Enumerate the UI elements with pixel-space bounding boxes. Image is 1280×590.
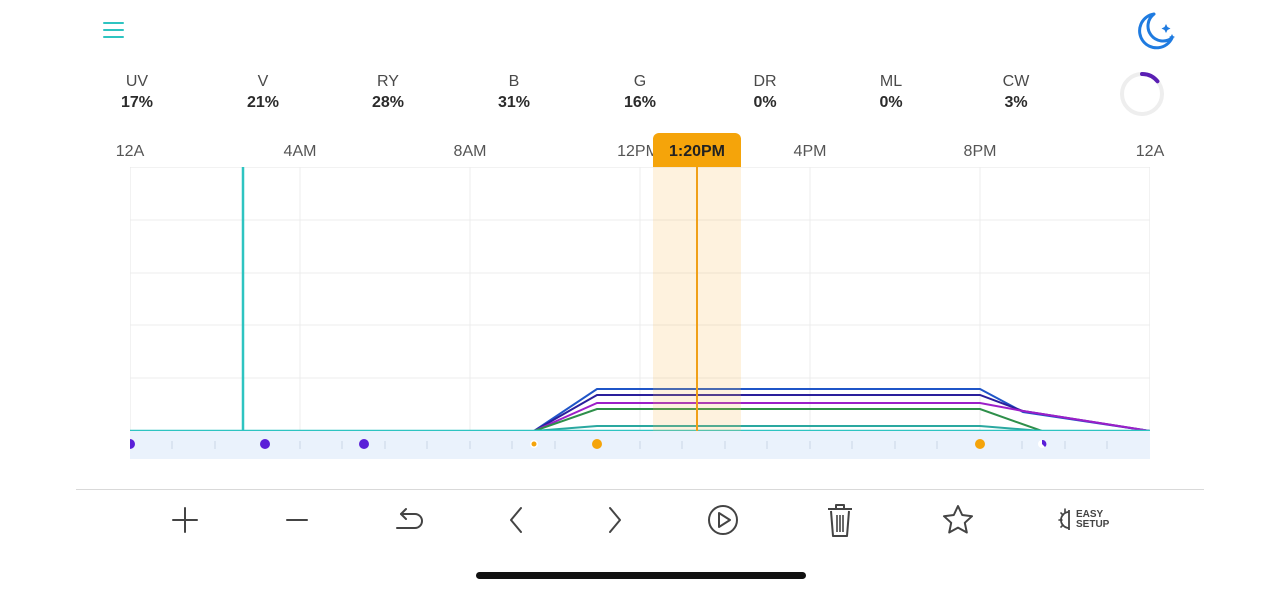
menu-button[interactable] xyxy=(100,18,128,42)
plus-icon xyxy=(172,507,198,533)
channel-ry: RY 28% xyxy=(328,72,448,114)
channel-ml: ML 0% xyxy=(831,72,951,114)
previous-button[interactable] xyxy=(494,500,538,540)
channel-value: 31% xyxy=(497,94,531,111)
schedule-point xyxy=(592,439,602,449)
channel-value: 17% xyxy=(120,94,154,111)
channel-value: 0% xyxy=(753,94,777,111)
easy-setup-button[interactable]: EASY SETUP xyxy=(1056,500,1120,540)
channel-b: B 31% xyxy=(454,72,574,114)
trash-icon xyxy=(828,504,852,537)
channel-label: ML xyxy=(879,73,903,90)
channel-curve-uv xyxy=(130,408,1150,431)
time-tick-label: 4PM xyxy=(793,143,827,160)
moon-stars-icon xyxy=(1138,12,1175,50)
channel-label: CW xyxy=(1002,73,1030,90)
channel-value: 21% xyxy=(246,94,280,111)
channel-g: G 16% xyxy=(580,72,700,114)
channel-value: 3% xyxy=(1004,94,1028,111)
time-tick-label: 8AM xyxy=(453,143,487,160)
channel-value: 28% xyxy=(371,94,405,111)
channel-cw: CW 3% xyxy=(956,72,1076,114)
star-icon xyxy=(943,505,973,534)
hamburger-menu-icon xyxy=(103,22,124,24)
chevron-right-icon xyxy=(609,507,621,533)
play-preview-button[interactable] xyxy=(701,500,745,540)
channel-label: RY xyxy=(377,73,399,90)
current-time-badge[interactable]: 1:20PM xyxy=(653,133,741,167)
time-tick-label: 4AM xyxy=(283,143,317,160)
toolbar-divider xyxy=(76,489,1204,490)
channel-curve-v xyxy=(130,402,1150,431)
delete-button[interactable] xyxy=(818,500,862,540)
schedule-point xyxy=(359,439,369,449)
channel-dr: DR 0% xyxy=(705,72,825,114)
channel-v: V 21% xyxy=(203,72,323,114)
next-button[interactable] xyxy=(593,500,637,540)
favorite-button[interactable] xyxy=(936,500,980,540)
schedule-point xyxy=(260,439,270,449)
light-schedule-chart[interactable] xyxy=(130,167,1150,431)
time-tick-label: 8PM xyxy=(963,143,997,160)
add-point-button[interactable] xyxy=(163,500,207,540)
channel-label: UV xyxy=(125,73,149,90)
time-tick-label: 12A xyxy=(1135,143,1165,160)
minus-icon xyxy=(286,519,308,521)
play-circle-icon xyxy=(708,505,738,535)
schedule-point xyxy=(130,439,135,449)
schedule-point xyxy=(975,439,985,449)
channel-value: 0% xyxy=(879,94,903,111)
channel-uv: UV 17% xyxy=(77,72,197,114)
schedule-point xyxy=(531,441,537,447)
light-adjust-icon xyxy=(1058,508,1070,530)
home-indicator[interactable] xyxy=(476,572,806,579)
channel-label: V xyxy=(257,73,269,90)
undo-button[interactable] xyxy=(387,500,431,540)
current-time-line xyxy=(696,167,698,431)
schedule-points-strip[interactable] xyxy=(130,431,1150,459)
easy-setup-label: EASY SETUP xyxy=(1076,509,1110,530)
time-tick-label: 12PM xyxy=(617,143,659,160)
channel-curve-g xyxy=(130,425,1150,431)
channel-readouts: UV 17% V 21% RY 28% B 31% G 16% DR 0% ML… xyxy=(74,72,1106,116)
channel-label: B xyxy=(508,73,520,90)
time-tick-label: 12A xyxy=(115,143,145,160)
night-mode-button[interactable] xyxy=(1132,8,1180,56)
intensity-ring xyxy=(1120,72,1164,116)
chevron-left-icon xyxy=(510,507,522,533)
channel-label: DR xyxy=(753,73,777,90)
channel-label: G xyxy=(633,73,647,90)
remove-point-button[interactable] xyxy=(275,500,319,540)
channel-value: 16% xyxy=(623,94,657,111)
undo-icon xyxy=(396,508,423,529)
